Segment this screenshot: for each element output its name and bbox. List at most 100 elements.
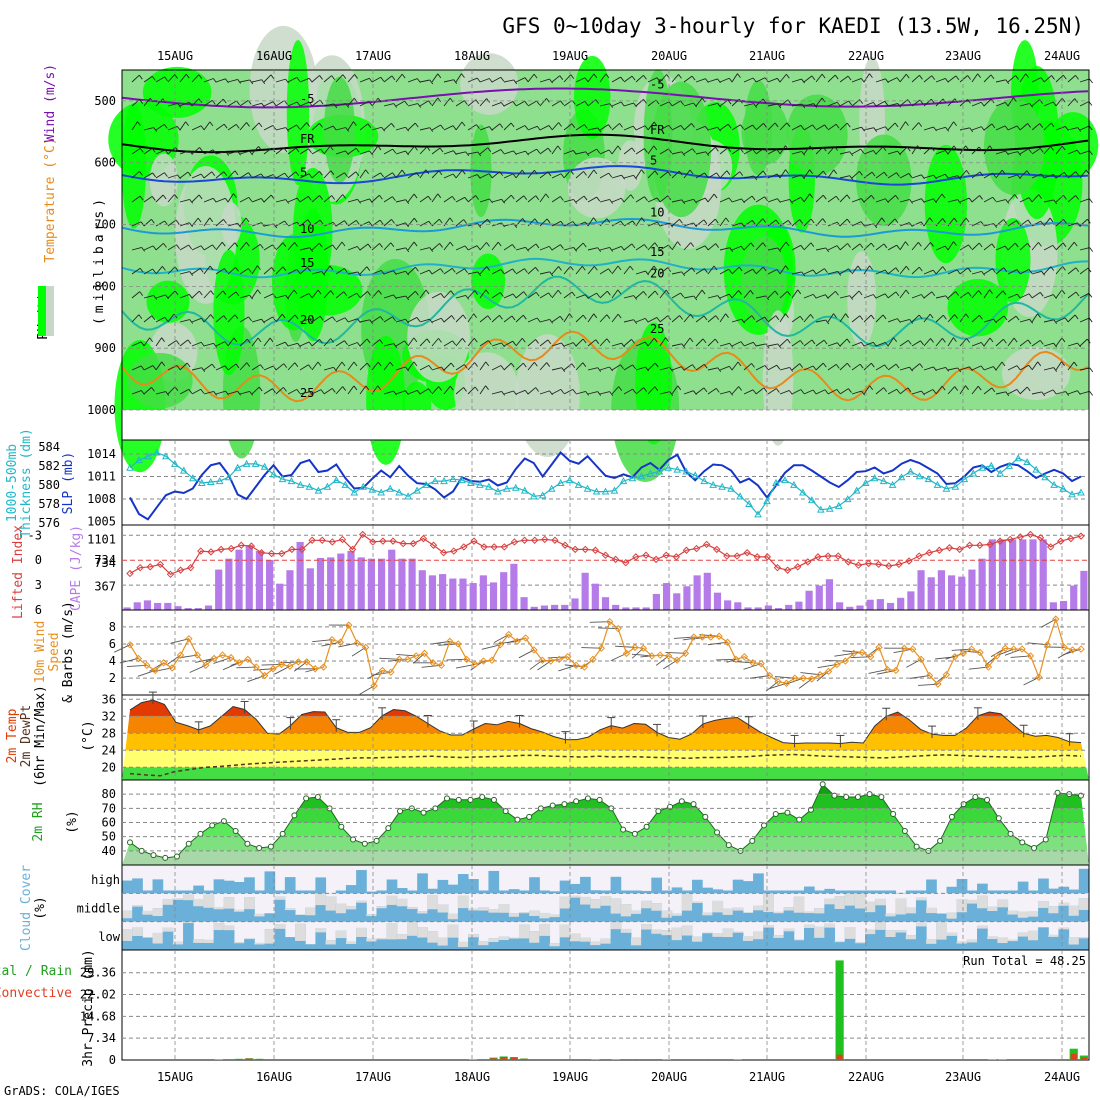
wind-barb: [546, 218, 551, 224]
lifted-index-point: [541, 535, 549, 544]
wind-barb: [419, 127, 430, 131]
wind-barb: [392, 196, 396, 201]
wind-barb: [438, 338, 442, 343]
wind-barb: [906, 146, 911, 152]
wind-barb: [503, 315, 513, 323]
wind-barb: [455, 364, 465, 371]
wind-barb: [443, 290, 452, 299]
thickness-point: [269, 470, 278, 478]
wind-barb: [489, 198, 493, 204]
cape-bar: [1070, 585, 1078, 610]
wind-barb: [763, 123, 767, 128]
wind-barb: [611, 386, 620, 395]
wind-barb: [983, 123, 993, 131]
wind-barb: [737, 73, 741, 78]
wind-barb: [452, 125, 457, 130]
slp-tick-label: 1005: [87, 515, 116, 529]
wind-barb: [1079, 101, 1090, 107]
cloud-block: [1027, 911, 1039, 917]
wind-barb: [803, 169, 810, 179]
wind-barb: [707, 367, 718, 371]
rh-point: [314, 794, 321, 800]
wind-barb: [429, 127, 434, 132]
wind-speed-point: [1018, 645, 1026, 653]
wind-barb: [227, 222, 238, 227]
rh-point: [761, 822, 767, 829]
wind-barb: [162, 194, 167, 200]
wind-barb: [464, 245, 469, 251]
rh-band: [122, 822, 1089, 837]
wind-barb: [131, 291, 140, 299]
wind-barb: [503, 101, 514, 107]
wind-barb: [153, 295, 158, 300]
cloud-block: [692, 936, 703, 942]
lifted-index-point: [834, 552, 842, 560]
lifted-index-point: [186, 563, 195, 572]
cloud-block: [325, 940, 337, 950]
wind-barb: [803, 193, 811, 203]
wind-barb: [176, 244, 180, 250]
wind-barb: [275, 199, 286, 203]
wind-barb: [251, 364, 261, 371]
wind-barb: [983, 223, 994, 227]
wind-barb: [695, 78, 706, 83]
cloud-block: [641, 890, 652, 894]
wind-barb: [332, 316, 336, 321]
wind-barb: [863, 294, 874, 299]
wind-barb: [887, 172, 897, 179]
thickness-point: [897, 473, 906, 481]
x-tick-label: 24AUG: [1044, 49, 1080, 63]
cape-bar: [846, 606, 854, 610]
wind-barb: [907, 340, 912, 345]
wind-barb: [911, 340, 921, 347]
wind-barb: [379, 243, 383, 248]
cloud-block: [193, 898, 204, 922]
rh-point: [232, 828, 239, 834]
cloud-block: [254, 890, 266, 894]
wind-barb: [524, 268, 528, 273]
wind-barb: [311, 75, 320, 83]
rh-point: [490, 796, 497, 803]
wind-barb: [887, 195, 896, 203]
cape-bar: [449, 578, 457, 610]
wind-barb: [152, 365, 157, 370]
wind-barb: [191, 125, 202, 131]
thickness-point: [511, 483, 520, 491]
thickness-point: [915, 472, 924, 480]
wind-speed-point: [235, 659, 244, 667]
wind-barb: [719, 77, 730, 83]
wind-barb: [663, 659, 678, 670]
wind-barb: [897, 318, 901, 323]
wind-barb: [1015, 315, 1020, 321]
wind-barb: [428, 100, 432, 106]
wind-barb: [203, 265, 211, 275]
wind-barb: [593, 217, 597, 222]
wind-barb: [875, 78, 886, 83]
thickness-point: [906, 467, 915, 475]
wind-barb: [691, 123, 695, 128]
wind-barb: [800, 389, 805, 394]
wind-barb: [563, 150, 574, 155]
wind-barb: [947, 291, 956, 299]
cloud-block: [590, 941, 601, 946]
wind-barb: [815, 146, 824, 155]
wind-barb: [690, 242, 695, 247]
wind-barb: [812, 269, 817, 275]
wind-barb: [141, 390, 145, 395]
wind-barb: [884, 364, 888, 370]
wind-barb: [215, 78, 226, 83]
wind-barb: [503, 362, 512, 371]
wind-barb: [644, 341, 649, 347]
wind-barb: [846, 122, 851, 128]
wind-barb: [381, 126, 385, 132]
wind-barb: [1043, 367, 1054, 371]
thickness-point: [485, 482, 493, 490]
cloud-block: [488, 938, 500, 943]
wind-barb: [800, 197, 805, 202]
wind-barb: [131, 221, 142, 227]
wind-barb: [527, 170, 535, 179]
lifted-index-point: [713, 545, 721, 554]
wind-barb: [347, 74, 355, 83]
wind-barb: [1061, 337, 1066, 343]
wind-barb: [1016, 220, 1020, 225]
